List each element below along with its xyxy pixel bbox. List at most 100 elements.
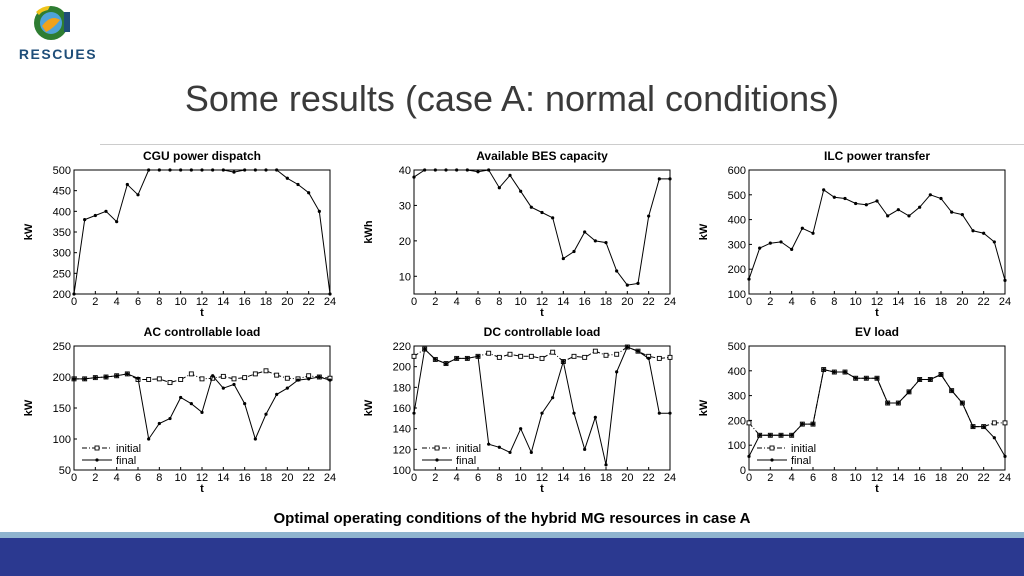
data-point-final [264, 168, 268, 172]
x-tick-label: 2 [767, 296, 773, 308]
data-point-final [811, 422, 815, 426]
data-point-final [243, 402, 247, 406]
x-tick-label: 24 [999, 472, 1011, 484]
y-tick-label: 450 [53, 186, 71, 198]
data-point-final [136, 193, 140, 197]
x-tick-label: 6 [810, 472, 816, 484]
data-point-final [992, 436, 996, 440]
data-point-final [285, 176, 289, 180]
data-point-final [551, 396, 555, 400]
data-point-final [540, 210, 544, 215]
y-tick-label: 400 [728, 215, 746, 227]
data-point-final [115, 220, 119, 224]
x-tick-label: 14 [217, 296, 229, 308]
data-point-final [179, 395, 183, 400]
x-tick-label: 12 [871, 472, 883, 484]
data-point-final [918, 205, 922, 209]
data-point-final [864, 203, 868, 207]
x-tick-label: 8 [831, 472, 837, 484]
x-tick-label: 6 [475, 296, 481, 308]
data-point-final [519, 427, 523, 431]
data-point-final [593, 415, 597, 419]
data-point-initial [220, 373, 226, 379]
x-tick-label: 12 [536, 296, 548, 308]
data-point-initial [156, 376, 162, 382]
data-point-final [275, 392, 279, 396]
data-point-final [896, 208, 900, 212]
data-point-final [615, 269, 619, 273]
data-point-final [497, 445, 501, 449]
plot-frame [73, 345, 331, 471]
data-point-final [854, 201, 858, 206]
x-tick-label: 20 [621, 296, 633, 308]
data-point-final [832, 195, 836, 199]
y-tick-label: 180 [393, 382, 411, 394]
x-tick-label: 0 [746, 472, 752, 484]
x-tick-label: 6 [135, 296, 141, 308]
y-tick-label: 200 [728, 415, 746, 427]
data-point-final [200, 168, 204, 172]
y-tick-label: 200 [728, 264, 746, 276]
y-axis-label: kW [23, 223, 35, 240]
y-tick-label: 400 [728, 366, 746, 378]
y-axis-label: kW [698, 399, 710, 416]
data-point-final [939, 372, 943, 377]
data-point-final [433, 168, 437, 172]
data-point-final [72, 292, 76, 296]
y-axis-label: kWh [363, 220, 375, 244]
y-tick-label: 200 [53, 372, 71, 384]
data-point-final [779, 433, 783, 437]
data-point-final [508, 450, 512, 455]
data-point-final [83, 377, 87, 381]
data-point-final [747, 277, 751, 281]
x-axis-label: t [875, 483, 879, 495]
x-tick-label: 20 [621, 472, 633, 484]
x-tick-label: 10 [175, 472, 187, 484]
y-tick-label: 0 [740, 465, 746, 477]
data-point-final [800, 226, 804, 230]
y-tick-label: 300 [728, 391, 746, 403]
data-point-final [647, 214, 651, 218]
data-point-final [529, 450, 533, 455]
data-point-initial [188, 371, 194, 377]
data-point-final [822, 188, 826, 192]
footer-band-light [0, 532, 1024, 538]
data-point-initial [178, 377, 184, 382]
x-tick-label: 12 [196, 472, 208, 484]
x-tick-label: 2 [92, 472, 98, 484]
x-tick-label: 8 [496, 472, 502, 484]
data-point-final [200, 410, 204, 414]
plot-frame [73, 169, 331, 295]
data-point-final [572, 411, 576, 415]
data-point-final [790, 247, 794, 251]
x-tick-label: 18 [260, 296, 272, 308]
x-tick-label: 20 [281, 296, 293, 308]
data-point-final [540, 411, 544, 415]
series-line-final [74, 373, 331, 441]
data-point-final [285, 386, 289, 390]
x-tick-label: 20 [956, 296, 968, 308]
chart-title: Available BES capacity [476, 149, 608, 163]
data-point-initial [263, 368, 269, 374]
x-tick-label: 4 [114, 296, 120, 308]
data-point-final [551, 216, 555, 220]
data-point-final [1003, 454, 1007, 458]
data-point-final [104, 209, 108, 213]
data-point-final [604, 463, 608, 467]
data-point-initial [242, 375, 248, 381]
data-point-final [886, 401, 890, 405]
data-point-final [125, 372, 129, 376]
x-axis-label: t [875, 307, 879, 319]
x-tick-label: 16 [579, 296, 591, 308]
data-point-final [487, 168, 491, 172]
legend-label: final [456, 455, 476, 467]
data-point-final [232, 170, 236, 174]
data-point-final [928, 377, 932, 382]
data-point-final [960, 401, 964, 405]
x-tick-label: 18 [260, 472, 272, 484]
plot-frame [748, 169, 1006, 295]
data-point-initial [582, 354, 588, 360]
x-tick-label: 8 [496, 296, 502, 308]
